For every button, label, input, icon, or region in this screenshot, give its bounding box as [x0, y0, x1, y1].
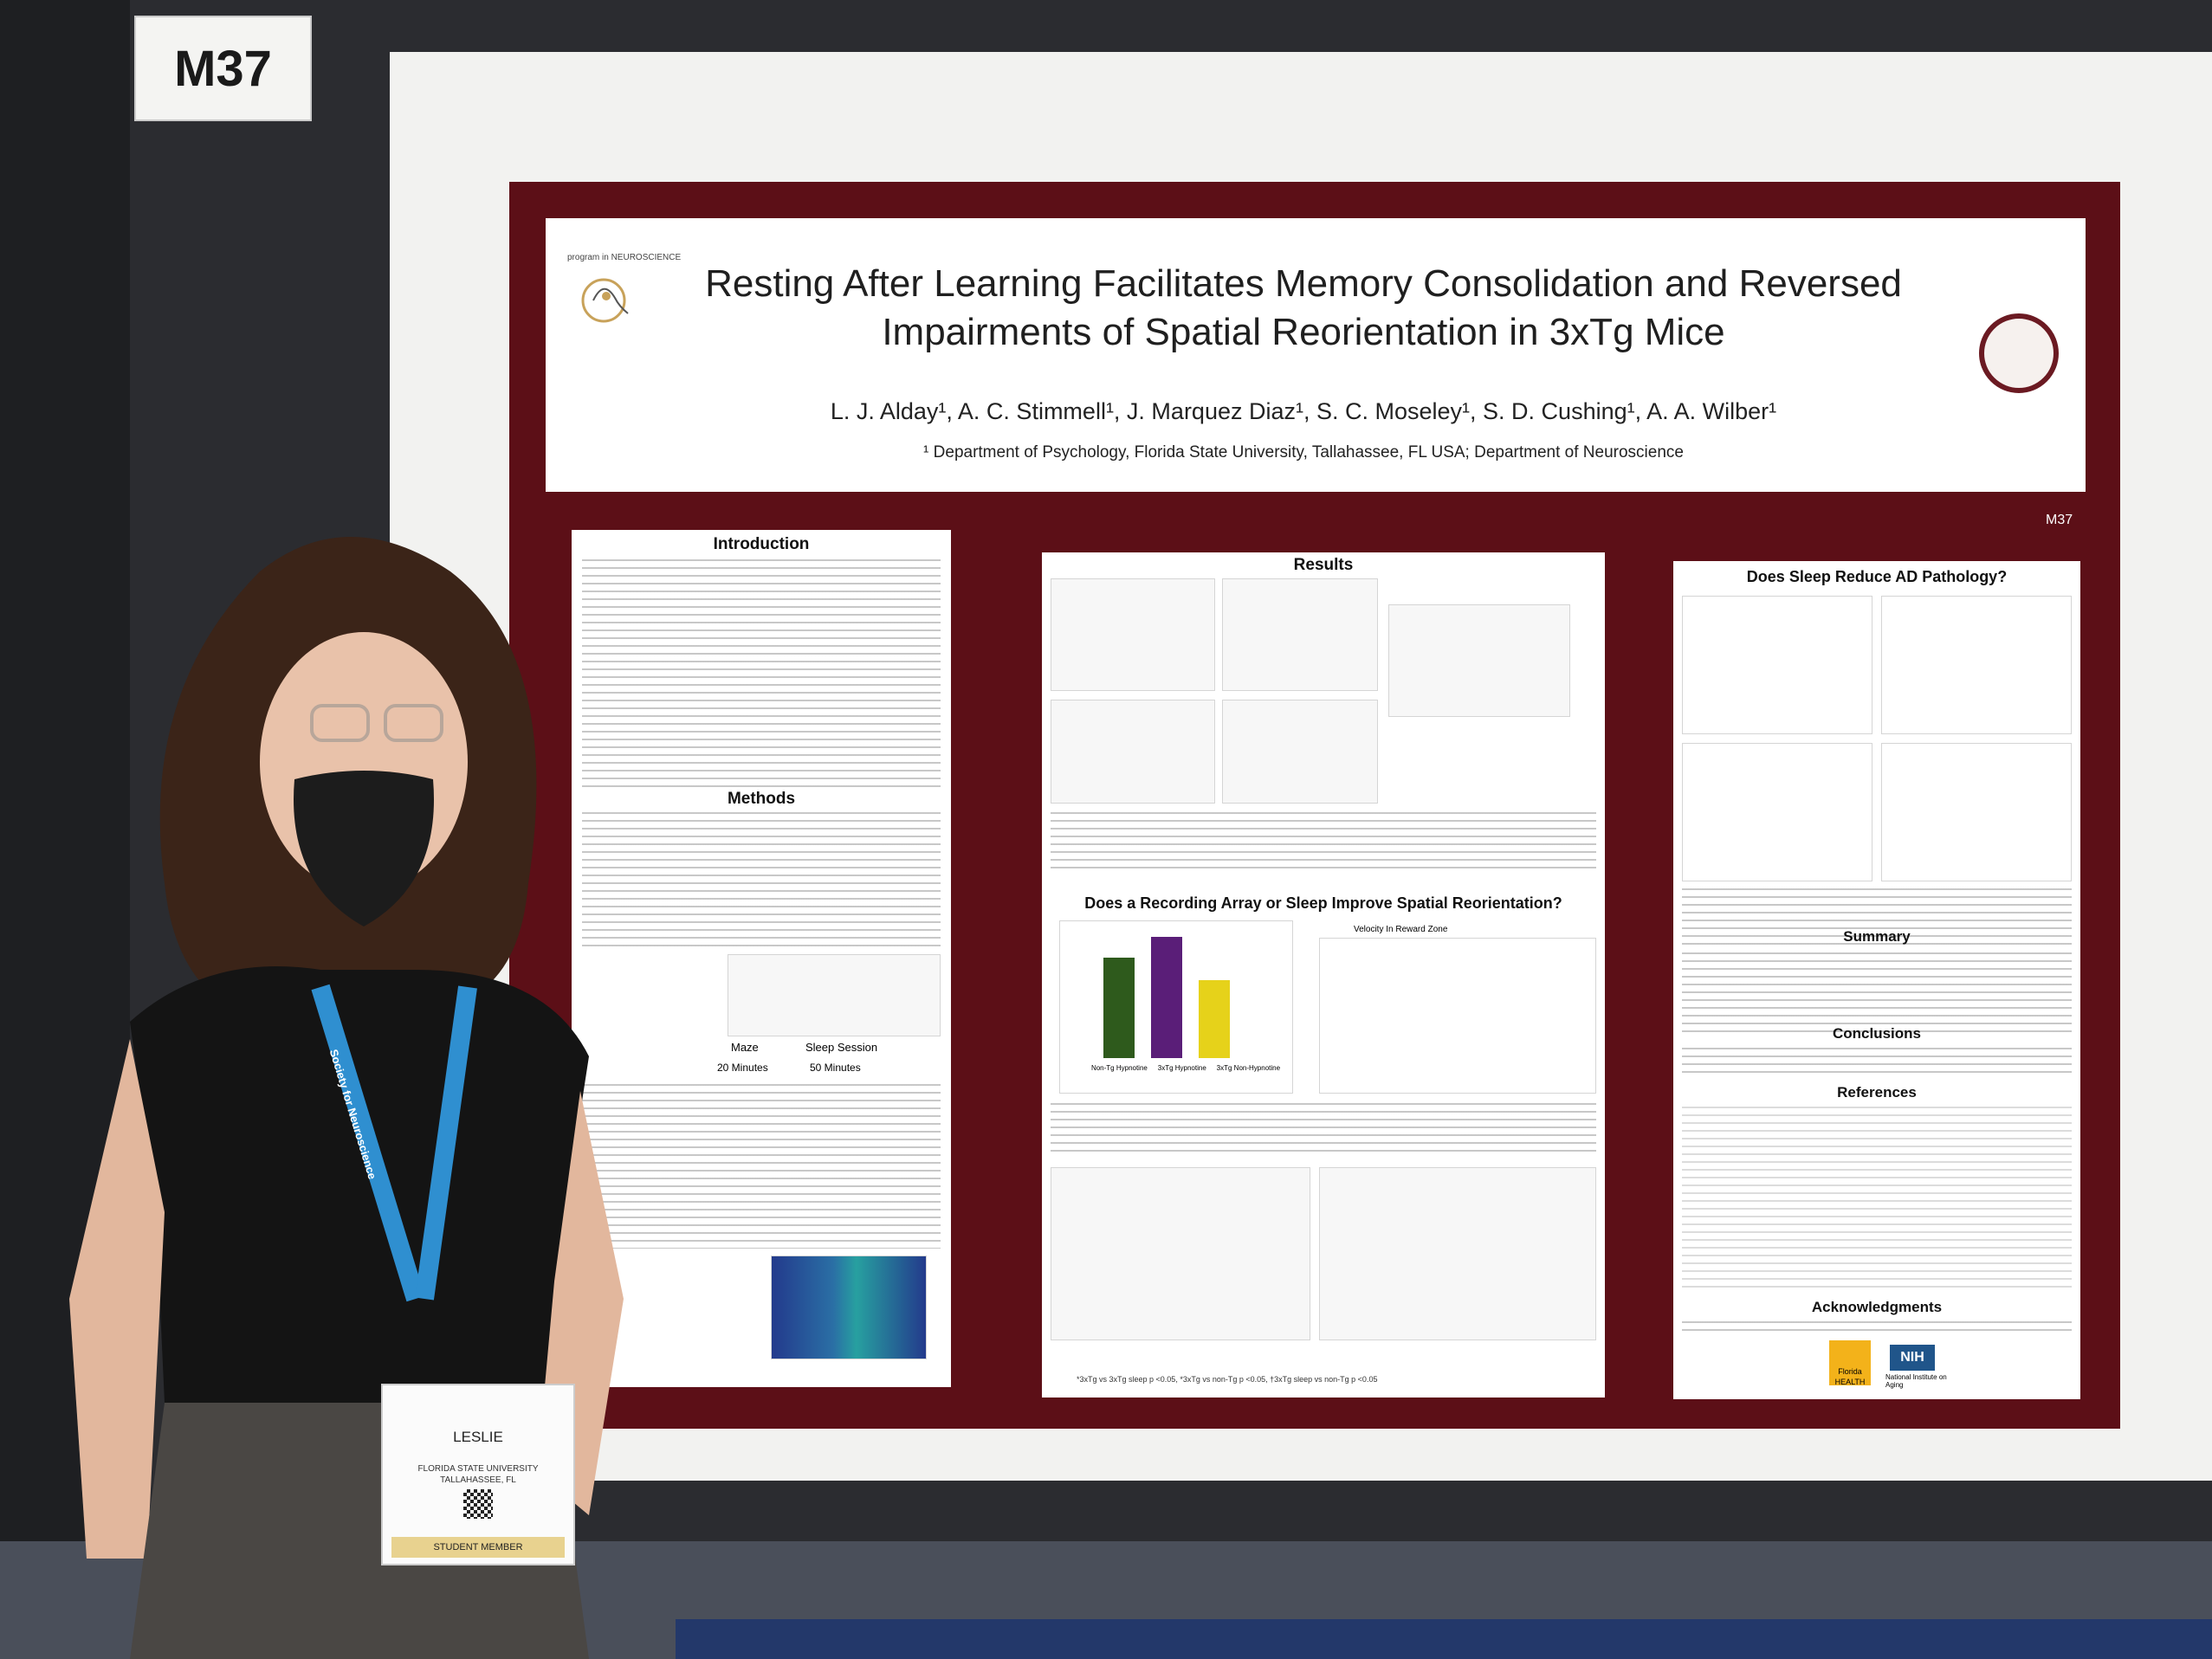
- velocity-distance-plot-1: [1051, 700, 1215, 804]
- badge-school-line-2: TALLAHASSEE, FL: [440, 1475, 516, 1485]
- title-line-1: Resting After Learning Facilitates Memor…: [705, 262, 1902, 305]
- sleep-session-label: Sleep Session: [805, 1041, 878, 1054]
- poster-header: [546, 218, 2086, 492]
- velocity-delay-plot: [1222, 578, 1378, 691]
- introduction-text: [582, 559, 941, 793]
- category-label: 3xTg Non-Hypnotine: [1216, 1064, 1281, 1072]
- badge-qr-code: [463, 1489, 493, 1519]
- conclusions-heading: Conclusions: [1832, 1025, 1921, 1042]
- references-heading: References: [1837, 1084, 1917, 1101]
- maze-diagram: [728, 954, 941, 1036]
- poster-authors: L. J. Alday¹, A. C. Stimmell¹, J. Marque…: [830, 398, 1777, 424]
- summary-text: [1682, 952, 2072, 1032]
- conclusions-text: [1682, 1048, 2072, 1079]
- title-line-2: Impairments of Spatial Reorientation in …: [882, 311, 1725, 353]
- results-caption: [1051, 812, 1596, 873]
- pathology-chart-2: [1881, 596, 2072, 734]
- summary-heading: Summary: [1843, 928, 1911, 945]
- pathology-chart-3: [1682, 743, 1872, 881]
- methods-text: [582, 812, 941, 951]
- velocity-distance-plot-2: [1222, 700, 1378, 804]
- sleep-proportion-chart: [1388, 604, 1570, 717]
- neuroscience-program-logo: [581, 278, 629, 323]
- acknowledgments-heading: Acknowledgments: [1811, 1299, 1943, 1315]
- maze-label: Maze: [731, 1041, 759, 1054]
- pathology-chart-4: [1881, 743, 2072, 881]
- badge-school: FLORIDA STATE UNIVERSITY TALLAHASSEE, FL: [381, 1463, 575, 1486]
- badge-member-type: STUDENT MEMBER: [391, 1537, 565, 1558]
- category-label: Non-Tg Hypnotine: [1090, 1064, 1148, 1072]
- maze-duration: 20 Minutes: [717, 1062, 768, 1074]
- pathology-chart-1: [1682, 596, 1872, 734]
- introduction-heading: Introduction: [713, 535, 810, 553]
- velocity-line-chart: [1319, 938, 1596, 1094]
- pathology-caption: [1682, 888, 2072, 949]
- stats-footnote: *3xTg vs 3xTg sleep p <0.05, *3xTg vs no…: [1077, 1375, 1378, 1384]
- poster-panel-left: Introduction Methods Maze Sleep Session …: [572, 530, 951, 1387]
- spectrogram-figure: [771, 1256, 927, 1359]
- fsu-seal-logo: [1979, 313, 2059, 393]
- methods-heading: Methods: [727, 790, 796, 808]
- bar-3xtg-hypnotine: [1151, 937, 1182, 1058]
- poster-affiliation: ¹ Department of Psychology, Florida Stat…: [923, 443, 1684, 462]
- program-label: program in NEUROSCIENCE: [567, 253, 682, 262]
- acknowledgments-text: [1682, 1321, 2072, 1333]
- velocity-series-plot-1: [1051, 1167, 1310, 1340]
- name-badge: [381, 1384, 575, 1565]
- results-heading: Results: [1293, 556, 1354, 574]
- proportion-bar-chart: Non-Tg Hypnotine 3xTg Hypnotine 3xTg Non…: [1059, 920, 1293, 1094]
- velocity-example-plot: [1051, 578, 1215, 691]
- recording-array-heading: Does a Recording Array or Sleep Improve …: [1084, 894, 1562, 912]
- pathology-heading: Does Sleep Reduce AD Pathology?: [1746, 568, 2008, 585]
- references-text: [1682, 1107, 2072, 1288]
- florida-health-logo: Florida HEALTH: [1829, 1340, 1871, 1386]
- poster-corner-code: M37: [2046, 513, 2073, 527]
- badge-school-line-1: FLORIDA STATE UNIVERSITY: [417, 1464, 539, 1474]
- velocity-zone-label: Velocity In Reward Zone: [1354, 925, 1448, 934]
- bar-non-tg: [1103, 958, 1135, 1058]
- nih-logo: NIH: [1890, 1345, 1935, 1371]
- floor-carpet: [676, 1619, 2212, 1659]
- poster-title: Resting After Learning Facilitates Memor…: [606, 260, 2001, 357]
- bar-category-labels: Non-Tg Hypnotine 3xTg Hypnotine 3xTg Non…: [1086, 1064, 1285, 1072]
- category-label: 3xTg Hypnotine: [1157, 1064, 1206, 1072]
- sleep-duration: 50 Minutes: [810, 1062, 861, 1074]
- nih-caption: National Institute on Aging: [1885, 1373, 1947, 1389]
- booth-number-sign: M37: [134, 16, 312, 121]
- person-presenter: [69, 537, 624, 1659]
- poster-panel-right: Does Sleep Reduce AD Pathology? Summary …: [1673, 561, 2080, 1399]
- methods-text-2: [582, 1084, 941, 1249]
- recording-caption: [1051, 1103, 1596, 1155]
- poster-panel-middle: Results Does a Recording Array or Sleep …: [1042, 552, 1605, 1398]
- badge-name: LESLIE: [453, 1429, 503, 1445]
- velocity-series-plot-2: [1319, 1167, 1596, 1340]
- bar-3xtg-non-hypnotine: [1199, 980, 1230, 1058]
